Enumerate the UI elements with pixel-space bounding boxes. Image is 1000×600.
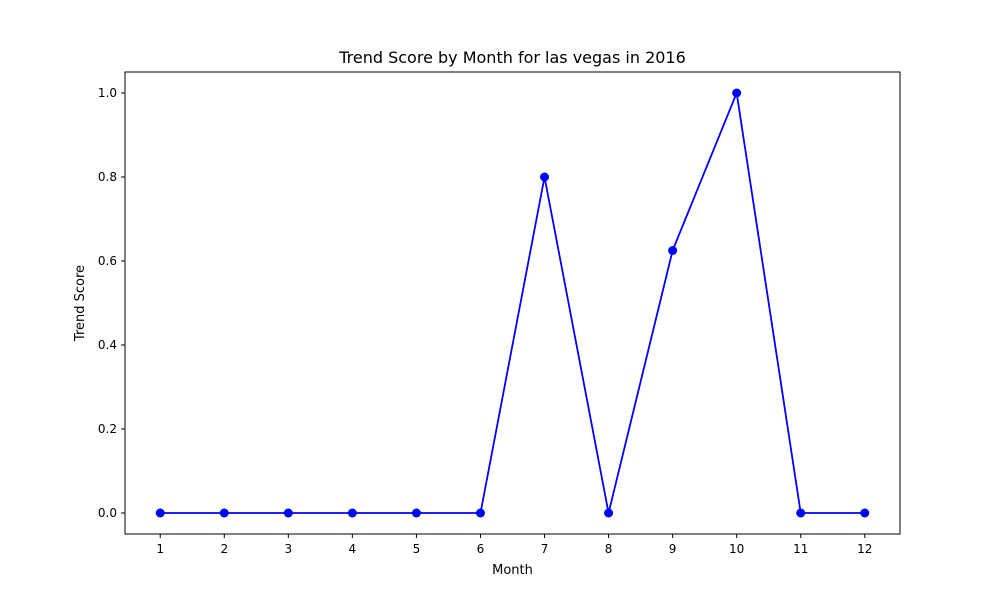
data-point [155,508,165,518]
data-point [668,246,678,255]
data-point [475,508,485,518]
x-axis: 1 2 3 4 5 6 7 8 9 10 11 12 [156,534,872,556]
chart-title: Trend Score by Month for las vegas in 20… [338,48,686,67]
y-tick-label: 0.8 [98,170,117,184]
x-tick-label: 12 [857,542,872,556]
x-tick-label: 11 [793,542,808,556]
data-point [540,172,550,182]
data-point [796,508,806,518]
series-layer [155,88,870,518]
x-tick-label: 2 [220,542,228,556]
plot-area-frame [124,71,901,535]
x-tick-label: 6 [477,542,485,556]
y-axis: 0.0 0.2 0.4 0.6 0.8 1.0 [98,86,125,520]
x-tick-label: 8 [605,542,613,556]
x-tick-label: 9 [669,542,677,556]
x-tick-label: 3 [285,542,293,556]
x-tick-label: 5 [413,542,421,556]
x-tick-label: 10 [729,542,744,556]
data-point [283,508,293,518]
y-tick-label: 0.0 [98,506,117,520]
data-point [347,508,357,518]
x-tick-label: 7 [541,542,549,556]
data-point [732,88,742,98]
y-axis-label: Trend Score [73,265,88,342]
y-tick-label: 1.0 [98,86,117,100]
x-tick-label: 1 [156,542,164,556]
data-point [860,508,870,518]
y-tick-label: 0.2 [98,422,117,436]
y-tick-label: 0.6 [98,254,117,268]
x-tick-label: 4 [349,542,357,556]
x-axis-label: Month [492,563,533,578]
series-line [160,92,865,514]
y-tick-label: 0.4 [98,338,117,352]
data-point [219,508,229,518]
data-point [604,508,614,518]
data-point [411,508,421,518]
